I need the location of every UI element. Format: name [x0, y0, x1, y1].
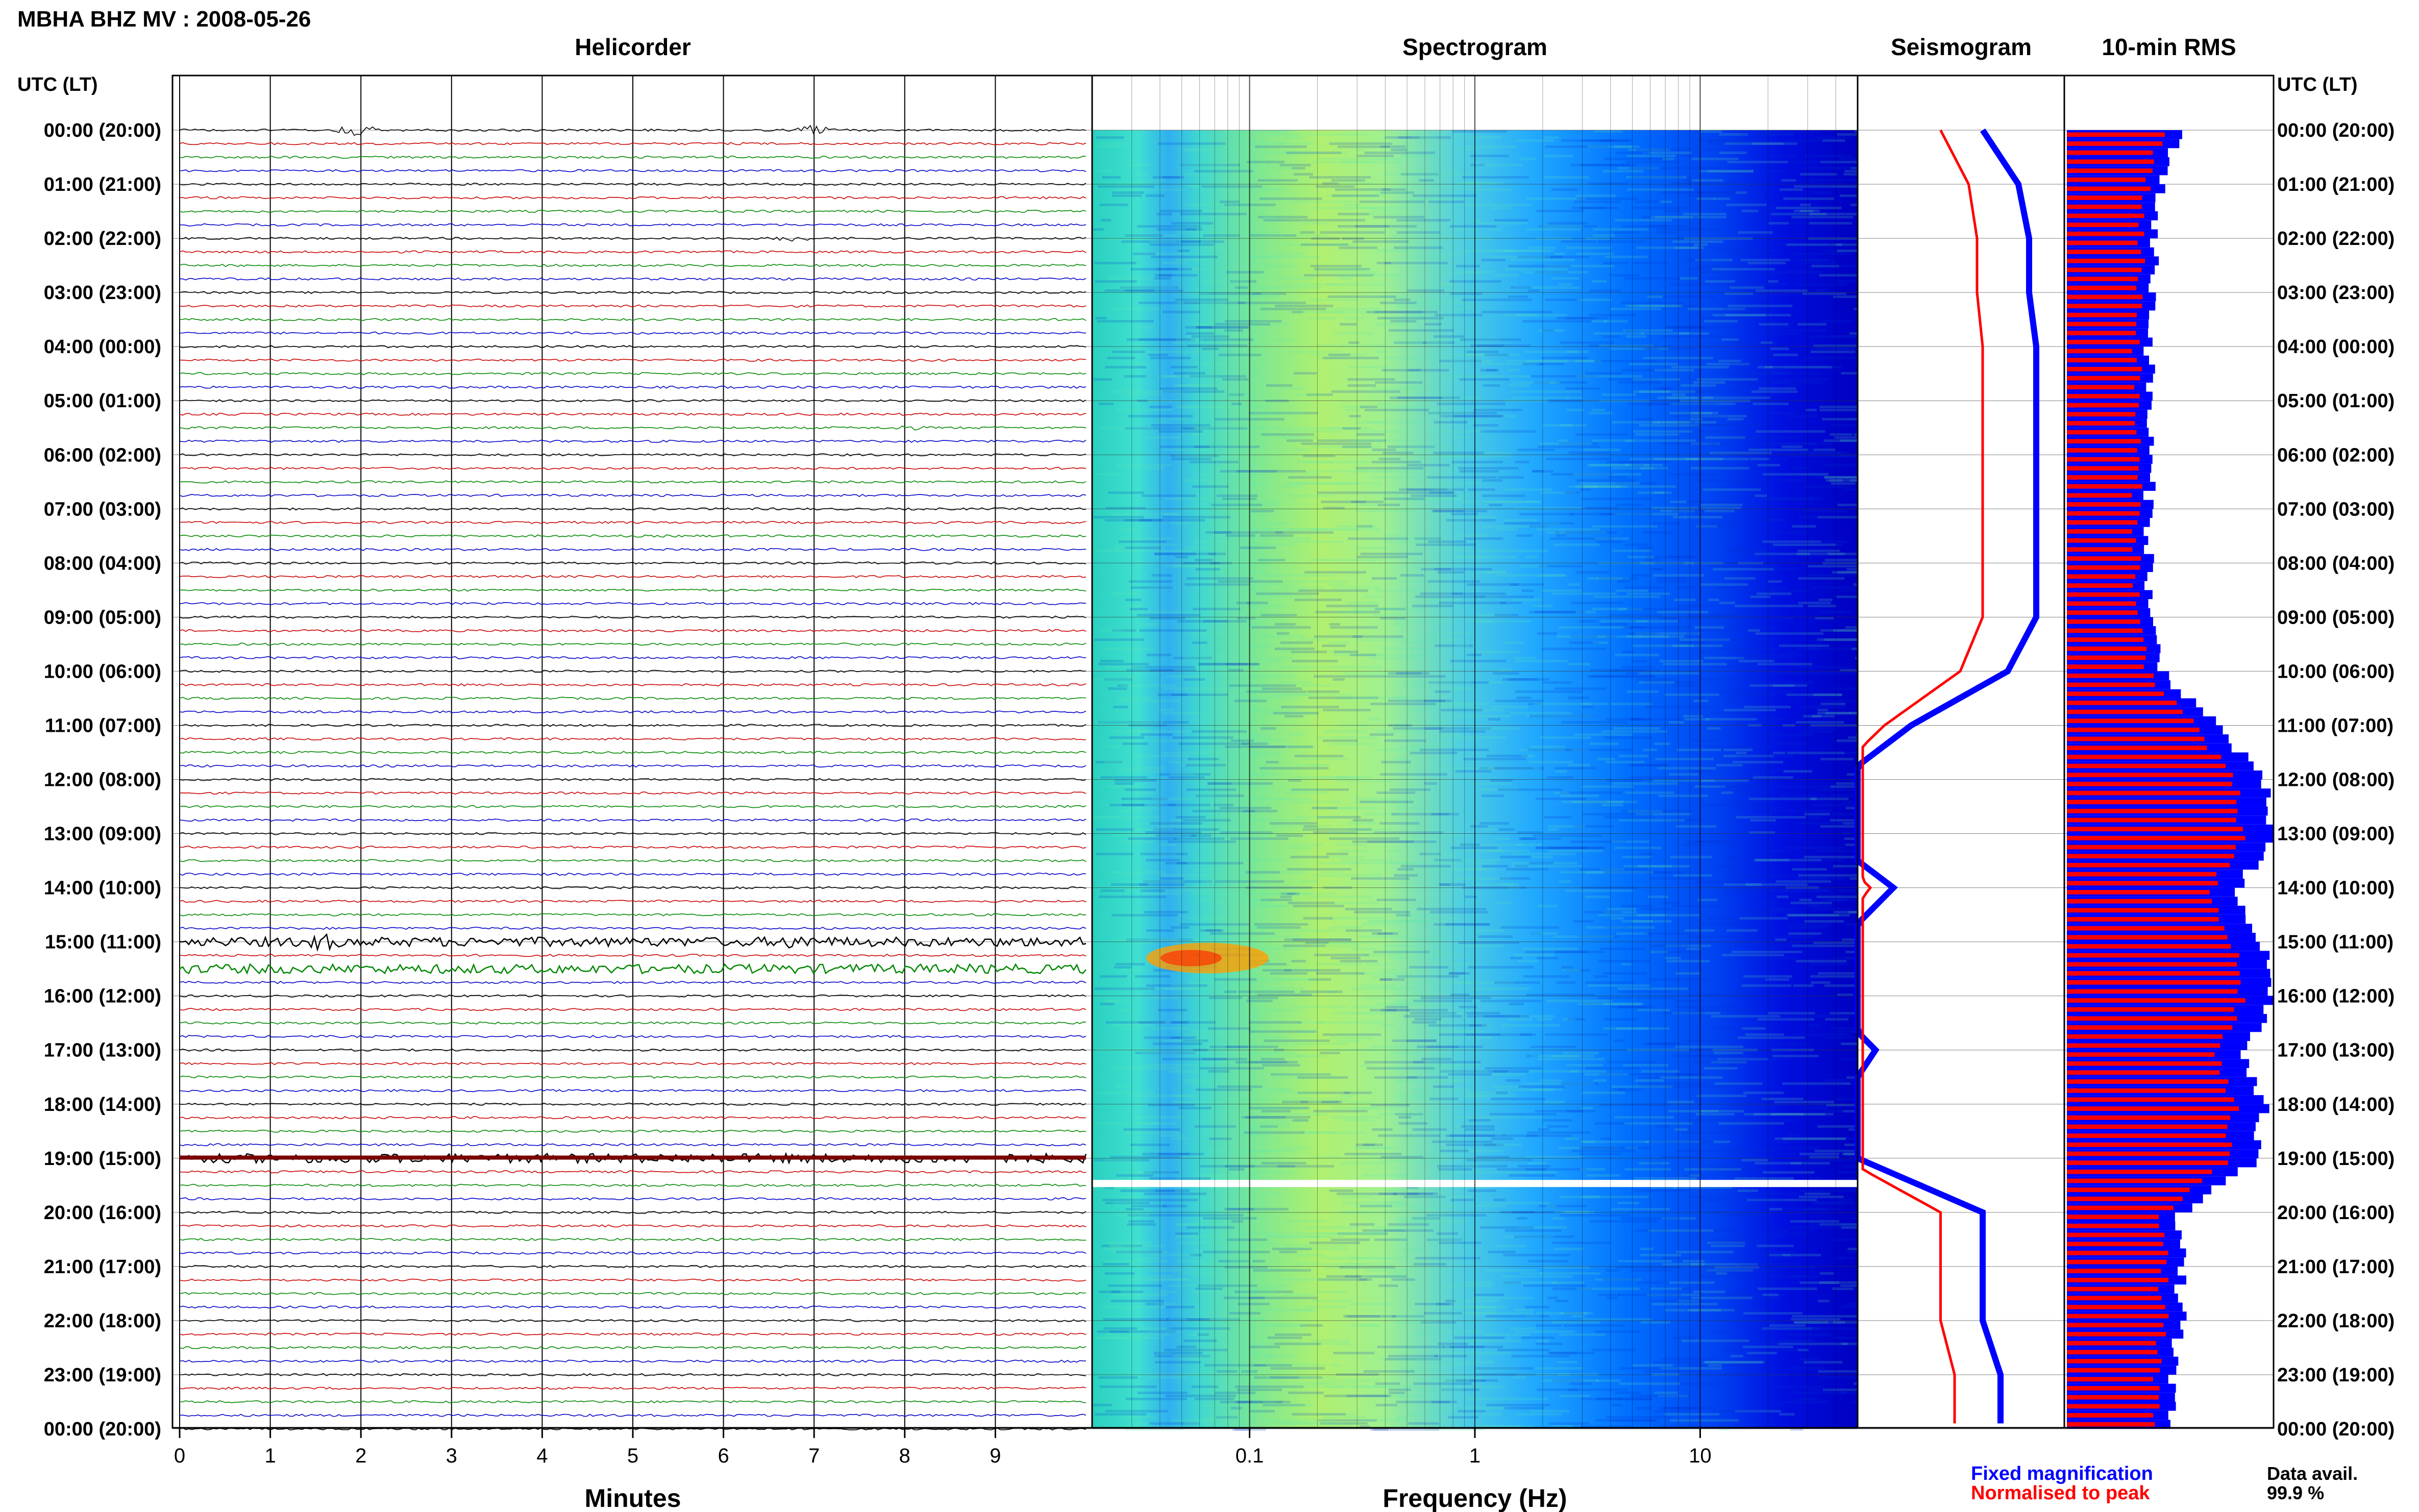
hour-label-left: 17:00 (13:00) [44, 1040, 161, 1061]
seismogram-title: Seismogram [1891, 34, 2032, 60]
data-avail-value: 99.9 % [2267, 1482, 2324, 1503]
hour-label-left: 08:00 (04:00) [44, 553, 161, 574]
hour-label-left: 12:00 (08:00) [44, 770, 161, 791]
hour-label-left: 09:00 (05:00) [44, 607, 161, 628]
hour-label-left: 03:00 (23:00) [44, 282, 161, 304]
legend-normalised-to-peak: Normalised to peak [1971, 1482, 2150, 1504]
hour-label-left: 05:00 (01:00) [44, 390, 161, 412]
minute-tick-label: 6 [718, 1445, 729, 1467]
hour-label-right: 00:00 (20:00) [2277, 120, 2395, 141]
hour-label-left: 10:00 (06:00) [44, 661, 161, 682]
minute-tick-label: 2 [355, 1445, 366, 1467]
hour-label-right: 18:00 (14:00) [2277, 1094, 2395, 1116]
data-avail-label: Data avail. [2267, 1463, 2358, 1484]
hour-label-right: 04:00 (00:00) [2277, 336, 2395, 358]
hour-label-left: 00:00 (20:00) [44, 1419, 161, 1440]
utc-header-right: UTC (LT) [2277, 74, 2358, 95]
hour-label-left: 07:00 (03:00) [44, 499, 161, 520]
rms-frame [2063, 75, 2275, 1429]
minute-tick-label: 7 [808, 1445, 820, 1467]
hour-label-left: 14:00 (10:00) [44, 878, 161, 899]
hour-label-left: 00:00 (20:00) [44, 120, 161, 141]
hour-label-right: 08:00 (04:00) [2277, 553, 2395, 574]
hour-label-right: 19:00 (15:00) [2277, 1148, 2395, 1170]
hour-label-right: 01:00 (21:00) [2277, 174, 2395, 195]
hour-label-left: 04:00 (00:00) [44, 336, 161, 358]
frequency-tick-label: 0.1 [1236, 1445, 1264, 1467]
rms-title: 10-min RMS [2102, 34, 2236, 60]
minute-tick-label: 3 [446, 1445, 457, 1467]
minute-tick-label: 1 [264, 1445, 276, 1467]
hour-label-right: 09:00 (05:00) [2277, 607, 2395, 628]
hour-label-left: 02:00 (22:00) [44, 228, 161, 250]
hour-label-left: 16:00 (12:00) [44, 986, 161, 1007]
hour-label-right: 16:00 (12:00) [2277, 986, 2395, 1007]
x-tick-labels: 0 1 2 3 4 5 6 7 8 9 0.1 1 10 [174, 1428, 1712, 1467]
hour-label-right: 17:00 (13:00) [2277, 1040, 2395, 1061]
hour-label-left: 11:00 (07:00) [45, 715, 161, 736]
seismogram-traces [1855, 128, 2039, 1424]
hour-label-right: 13:00 (09:00) [2277, 824, 2395, 845]
helicorder-title: Helicorder [575, 34, 691, 60]
legend-fixed-magnification: Fixed magnification [1971, 1463, 2153, 1484]
hour-label-right: 15:00 (11:00) [2277, 932, 2393, 953]
hour-label-left: 20:00 (16:00) [44, 1202, 161, 1224]
hour-label-right: 06:00 (02:00) [2277, 444, 2395, 466]
hour-tick-labels: 00:00 (20:00) 00:00 (20:00) 01:00 (21:00) 0… [44, 120, 2395, 1440]
hour-label-left: 01:00 (21:00) [44, 174, 161, 195]
hour-label-right: 11:00 (07:00) [2277, 715, 2393, 736]
hour-label-left: 23:00 (19:00) [44, 1365, 161, 1386]
spectrogram-image [172, 130, 1858, 1431]
spectrogram-title: Spectrogram [1402, 34, 1547, 60]
hour-label-right: 05:00 (01:00) [2277, 390, 2395, 412]
hour-label-left: 13:00 (09:00) [44, 824, 161, 845]
hour-label-right: 02:00 (22:00) [2277, 228, 2395, 250]
minute-tick-label: 0 [174, 1445, 185, 1467]
hour-label-left: 19:00 (15:00) [44, 1148, 161, 1170]
hour-label-right: 23:00 (19:00) [2277, 1365, 2395, 1386]
hour-label-left: 21:00 (17:00) [44, 1256, 161, 1278]
hour-label-right: 14:00 (10:00) [2277, 878, 2395, 899]
hour-label-left: 22:00 (18:00) [44, 1310, 161, 1332]
hour-label-right: 10:00 (06:00) [2277, 661, 2395, 682]
grid-lines [172, 76, 2274, 1429]
minute-tick-label: 5 [627, 1445, 638, 1467]
helicorder-xlabel: Minutes [585, 1484, 681, 1512]
hour-label-left: 15:00 (11:00) [45, 932, 161, 953]
minute-tick-label: 4 [536, 1445, 548, 1467]
hour-label-left: 18:00 (14:00) [44, 1094, 161, 1116]
helicorder-traces [179, 125, 1087, 1431]
hour-label-right: 00:00 (20:00) [2277, 1419, 2395, 1440]
seismogram-frame [1857, 75, 2065, 1429]
hour-label-right: 21:00 (17:00) [2277, 1256, 2395, 1278]
station-title: MBHA BHZ MV : 2008-05-26 [17, 7, 311, 32]
minute-tick-label: 9 [990, 1445, 1001, 1467]
hour-label-right: 03:00 (23:00) [2277, 282, 2395, 304]
hour-label-right: 12:00 (08:00) [2277, 770, 2395, 791]
frequency-tick-label: 1 [1469, 1445, 1480, 1467]
rms-bars [2067, 130, 2274, 1429]
minute-tick-label: 8 [899, 1445, 910, 1467]
spectrogram-xlabel: Frequency (Hz) [1383, 1484, 1567, 1512]
hour-label-right: 20:00 (16:00) [2277, 1202, 2395, 1224]
utc-header-left: UTC (LT) [17, 74, 98, 95]
frequency-tick-label: 10 [1689, 1445, 1712, 1467]
hour-label-left: 06:00 (02:00) [44, 444, 161, 466]
hour-label-right: 22:00 (18:00) [2277, 1310, 2395, 1332]
hour-label-right: 07:00 (03:00) [2277, 499, 2395, 520]
